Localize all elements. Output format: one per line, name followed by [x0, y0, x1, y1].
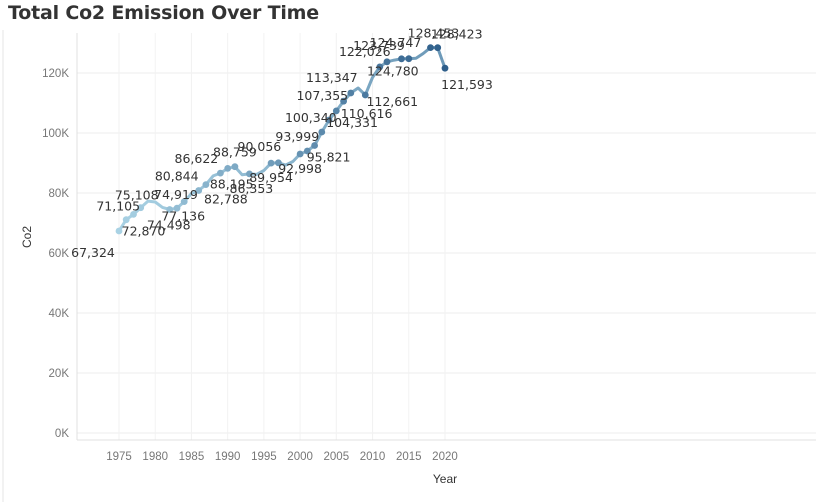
data-point — [383, 58, 391, 66]
data-label: 124,780 — [367, 64, 419, 79]
data-point — [296, 150, 304, 158]
data-label: 104,331 — [326, 115, 378, 130]
data-label: 74,919 — [154, 187, 198, 202]
data-label: 75,108 — [115, 188, 159, 203]
data-point — [267, 159, 275, 167]
x-tick-label: 2010 — [360, 451, 386, 463]
x-tick-label: 1975 — [106, 451, 132, 463]
data-label: 86,622 — [175, 151, 219, 166]
y-tick-label: 40K — [49, 308, 70, 320]
data-label: 93,999 — [275, 129, 319, 144]
y-tick-label: 0K — [55, 428, 69, 440]
data-label: 128,453 — [408, 26, 460, 41]
data-point — [311, 142, 318, 149]
data-point — [246, 170, 253, 178]
data-point — [180, 198, 188, 206]
data-point — [361, 91, 369, 99]
data-label: 112,661 — [366, 94, 418, 109]
data-label: 71,105 — [96, 199, 140, 214]
data-point — [275, 159, 282, 167]
data-point — [318, 128, 326, 136]
y-tick-label: 100K — [42, 128, 69, 140]
data-markers — [115, 44, 449, 235]
data-point — [217, 169, 224, 177]
data-label: 77,136 — [161, 209, 205, 224]
data-label: 113,347 — [306, 70, 358, 85]
x-tick-label: 2000 — [287, 451, 313, 463]
data-point — [122, 216, 130, 224]
data-label: 107,355 — [296, 88, 348, 103]
data-label: 100,340 — [285, 110, 337, 125]
data-point — [325, 116, 333, 124]
y-axis-ticks: 0K 20K 40K 60K 80K 100K 120K — [42, 68, 69, 440]
data-label: 88,759 — [213, 145, 257, 160]
x-axis-label: Year — [432, 472, 458, 486]
x-tick-label: 2015 — [396, 451, 422, 463]
data-point — [332, 107, 340, 115]
data-point — [441, 64, 449, 72]
data-label: 67,324 — [71, 245, 115, 260]
data-point — [427, 44, 434, 51]
data-point — [303, 147, 311, 155]
data-label: 82,788 — [204, 192, 248, 207]
x-tick-label: 2005 — [324, 451, 350, 463]
data-point — [115, 227, 123, 235]
chart-title: Total Co2 Emission Over Time — [8, 2, 319, 24]
data-point — [166, 206, 174, 213]
data-point — [231, 163, 239, 171]
data-point — [195, 187, 203, 194]
y-tick-label: 20K — [49, 368, 70, 380]
data-label: 88,195 — [210, 176, 254, 191]
x-axis-ticks: 1975 1980 1985 1990 1995 2000 2005 2010 2015 2020 — [106, 451, 458, 463]
data-label: 86,353 — [230, 181, 274, 196]
x-tick-label: 1995 — [251, 451, 277, 463]
y-tick-label: 80K — [49, 188, 70, 200]
data-labels: 67,324 71,105 72,870 75,108 74,498 74,919 77,1… — [71, 26, 493, 260]
data-point — [405, 55, 413, 63]
data-label: 72,870 — [122, 223, 166, 238]
data-point — [130, 211, 137, 218]
data-point — [347, 89, 355, 97]
data-point — [434, 44, 442, 52]
data-label: 121,593 — [441, 77, 493, 92]
data-label: 124,747 — [370, 35, 422, 50]
data-label: 123,739 — [353, 38, 405, 53]
data-label: 80,844 — [155, 169, 199, 184]
data-label: 95,821 — [307, 150, 351, 165]
data-label: 110,616 — [341, 106, 393, 121]
x-tick-label: 2020 — [432, 451, 458, 463]
data-label: 89,954 — [249, 170, 293, 185]
data-point — [202, 181, 210, 189]
y-tick-label: 120K — [42, 68, 69, 80]
x-tick-label: 1990 — [215, 451, 241, 463]
data-point — [173, 204, 181, 212]
gridlines — [76, 33, 816, 441]
data-label: 92,998 — [278, 161, 322, 176]
data-point — [376, 63, 384, 71]
data-label: 122,026 — [339, 44, 391, 59]
data-point — [398, 55, 405, 63]
data-label: 90,056 — [238, 139, 282, 154]
data-point — [340, 97, 347, 105]
data-point — [137, 204, 145, 212]
x-tick-label: 1980 — [142, 451, 168, 463]
series-line — [117, 46, 447, 233]
data-point — [224, 165, 232, 172]
data-label: 128,423 — [431, 27, 483, 42]
y-tick-label: 60K — [49, 248, 70, 260]
data-label: 74,498 — [147, 218, 191, 233]
x-tick-label: 1985 — [179, 451, 205, 463]
